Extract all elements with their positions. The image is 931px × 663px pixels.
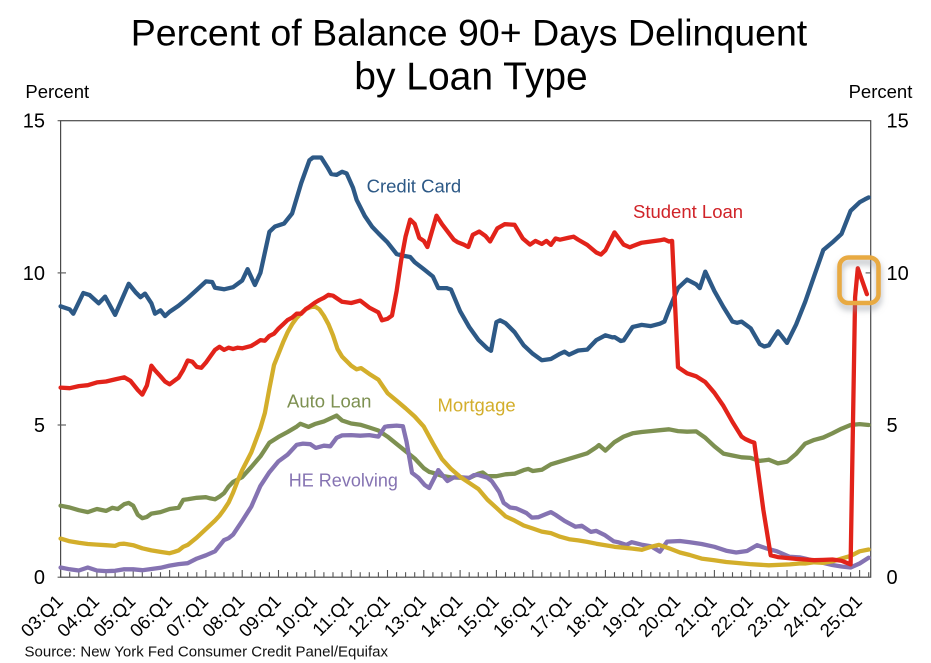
svg-text:0: 0 bbox=[34, 567, 45, 589]
svg-text:Percent: Percent bbox=[25, 81, 89, 102]
svg-text:5: 5 bbox=[887, 415, 898, 437]
svg-text:0: 0 bbox=[887, 567, 898, 589]
svg-text:by Loan Type: by Loan Type bbox=[354, 56, 587, 99]
svg-text:15: 15 bbox=[23, 111, 45, 133]
svg-text:5: 5 bbox=[34, 415, 45, 437]
svg-text:15: 15 bbox=[887, 111, 909, 133]
svg-text:Student Loan: Student Loan bbox=[633, 201, 743, 222]
svg-text:Auto Loan: Auto Loan bbox=[287, 391, 371, 412]
svg-text:HE Revolving: HE Revolving bbox=[289, 471, 398, 491]
svg-text:Source: New York Fed Consumer: Source: New York Fed Consumer Credit Pan… bbox=[25, 643, 389, 660]
svg-text:Mortgage: Mortgage bbox=[438, 395, 516, 416]
svg-text:Credit Card: Credit Card bbox=[367, 175, 462, 196]
svg-text:10: 10 bbox=[23, 263, 45, 285]
svg-text:10: 10 bbox=[887, 263, 909, 285]
svg-text:Percent: Percent bbox=[849, 81, 913, 102]
svg-text:Percent of Balance 90+ Days De: Percent of Balance 90+ Days Delinquent bbox=[131, 12, 808, 54]
